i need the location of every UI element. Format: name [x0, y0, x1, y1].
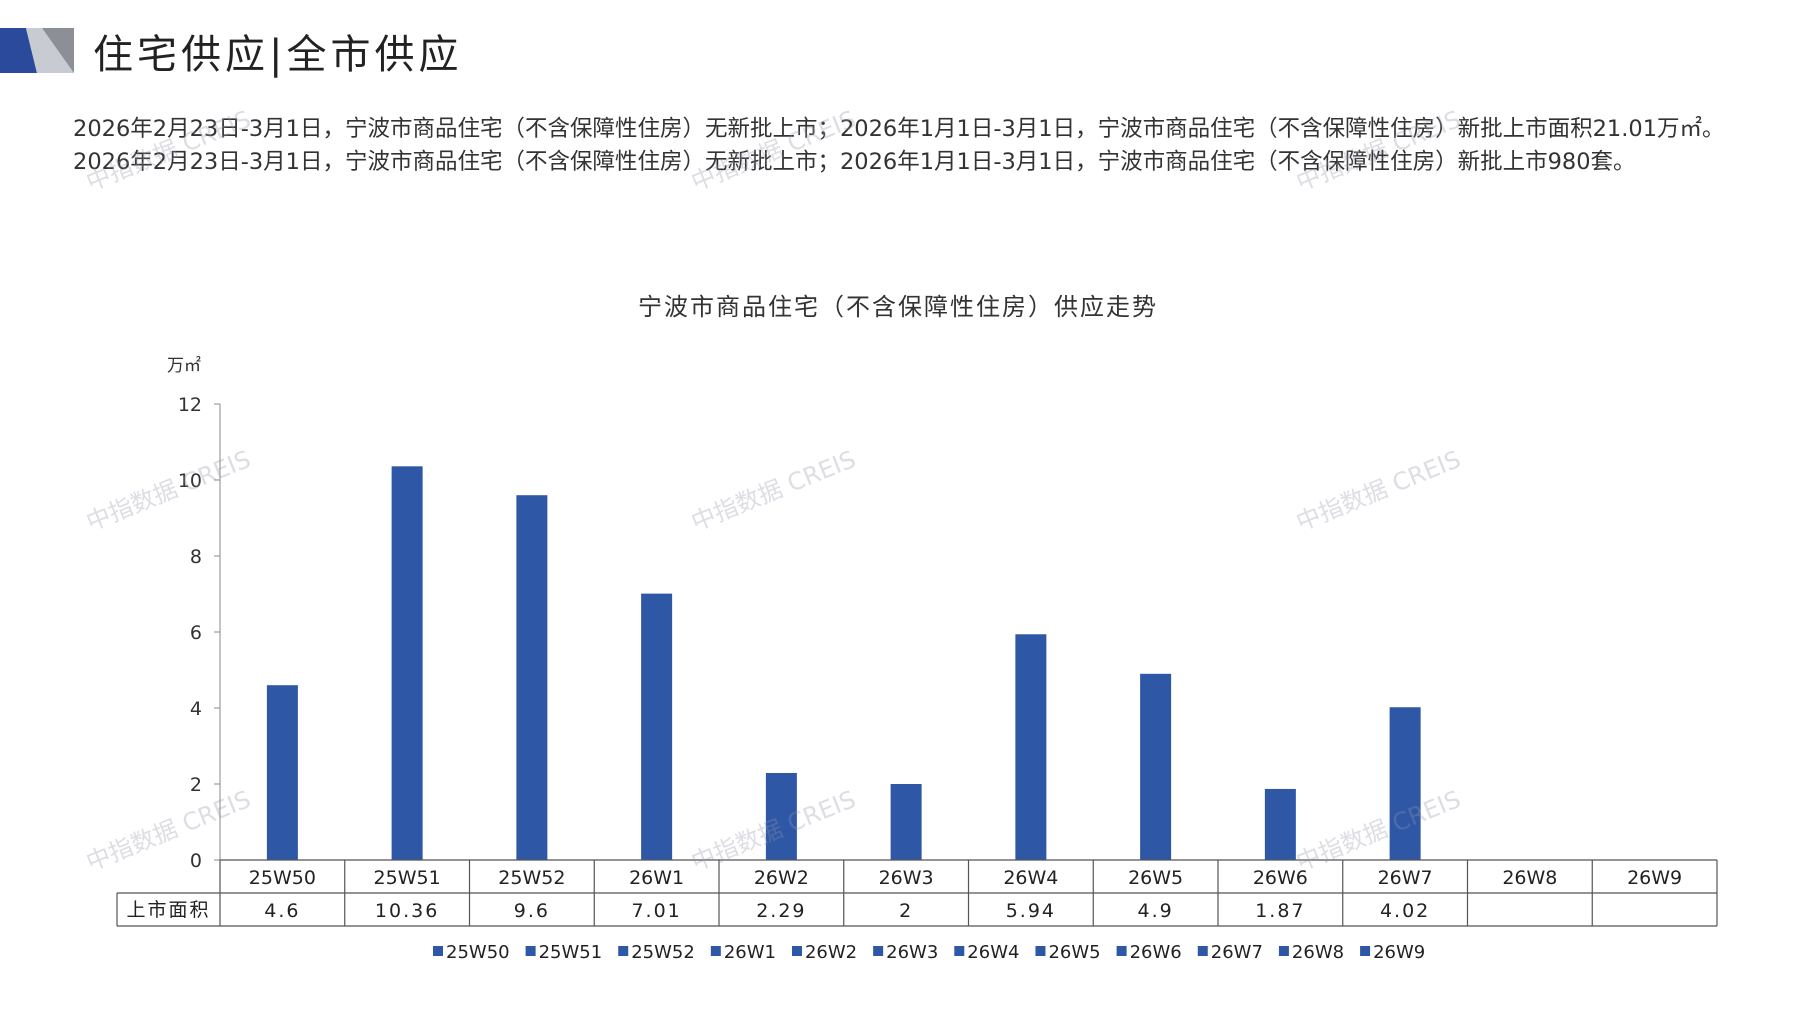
legend-swatch-26W4 — [954, 946, 965, 956]
legend-item-25W50: 25W50 — [446, 942, 510, 963]
x-tick-label: 25W52 — [498, 867, 565, 889]
bar-26W3 — [890, 784, 922, 860]
legend-swatch-25W50 — [433, 946, 443, 956]
table-value: 10.36 — [375, 900, 439, 922]
legend-swatch-25W52 — [618, 946, 629, 956]
y-tick-label: 8 — [190, 546, 202, 568]
bar-26W2 — [765, 772, 797, 860]
legend-item-26W7: 26W7 — [1211, 942, 1263, 963]
chart-title: 宁波市商品住宅（不含保障性住房）供应走势 — [638, 293, 1158, 321]
x-tick-label: 26W2 — [754, 867, 809, 889]
legend-item-26W3: 26W3 — [886, 942, 938, 963]
x-tick-label: 25W50 — [249, 867, 316, 889]
x-tick-label: 26W8 — [1502, 867, 1557, 889]
table-value: 5.94 — [1006, 900, 1056, 922]
legend-swatch-26W8 — [1278, 946, 1289, 956]
legend-item-26W9: 26W9 — [1373, 942, 1425, 963]
x-tick-label: 26W3 — [879, 867, 934, 889]
x-tick-label: 25W51 — [374, 867, 441, 889]
bar-26W7 — [1389, 707, 1421, 860]
table-series-label: 上市面积 — [126, 899, 210, 921]
legend-item-25W51: 25W51 — [539, 942, 603, 963]
legend-swatch-26W7 — [1197, 946, 1208, 956]
y-tick-label: 12 — [178, 394, 202, 416]
y-tick-label: 6 — [190, 622, 202, 644]
legend-item-26W5: 26W5 — [1048, 942, 1100, 963]
y-tick-label: 2 — [190, 774, 202, 796]
brand-logo — [0, 28, 74, 73]
bar-26W4 — [1015, 634, 1047, 860]
table-value: 4.02 — [1380, 900, 1430, 922]
x-tick-label: 26W5 — [1128, 867, 1183, 889]
legend-swatch-26W6 — [1116, 946, 1127, 956]
y-tick-label: 0 — [190, 850, 202, 872]
x-tick-label: 26W6 — [1253, 867, 1308, 889]
legend-swatch-26W2 — [791, 946, 802, 956]
bar-26W5 — [1140, 673, 1172, 860]
x-tick-label: 26W1 — [629, 867, 684, 889]
page-title: 住宅供应|全市供应 — [93, 32, 463, 78]
legend-swatch-26W1 — [710, 946, 721, 956]
bar-25W50 — [266, 685, 298, 860]
table-value: 4.6 — [264, 900, 300, 922]
y-tick-label: 10 — [178, 470, 202, 492]
y-axis-unit: 万㎡ — [167, 356, 201, 376]
y-tick-label: 4 — [190, 698, 202, 720]
legend-item-26W8: 26W8 — [1292, 942, 1344, 963]
legend-swatch-26W5 — [1035, 946, 1046, 956]
legend-item-26W2: 26W2 — [805, 942, 857, 963]
legend-swatch-26W9 — [1360, 946, 1371, 956]
bar-25W51 — [391, 466, 423, 860]
table-value: 2.29 — [756, 900, 806, 922]
x-tick-label: 26W9 — [1627, 867, 1682, 889]
table-value: 1.87 — [1255, 900, 1305, 922]
x-tick-label: 26W7 — [1378, 867, 1433, 889]
bar-26W6 — [1264, 788, 1296, 860]
legend-swatch-25W51 — [525, 946, 536, 956]
legend-swatch-26W3 — [873, 946, 884, 956]
x-tick-label: 26W4 — [1003, 867, 1058, 889]
summary-text: 2026年2月23日-3月1日，宁波市商品住宅（不含保障性住房）无新批上市；20… — [73, 116, 1725, 175]
legend-item-26W4: 26W4 — [967, 942, 1019, 963]
table-value: 2 — [899, 900, 913, 922]
table-value: 9.6 — [514, 900, 550, 922]
table-value: 4.9 — [1138, 900, 1174, 922]
bar-26W1 — [641, 593, 673, 860]
legend-item-26W1: 26W1 — [724, 942, 776, 963]
legend-item-25W52: 25W52 — [631, 942, 695, 963]
table-value: 7.01 — [631, 900, 681, 922]
bar-25W52 — [516, 495, 548, 860]
legend-item-26W6: 26W6 — [1130, 942, 1182, 963]
